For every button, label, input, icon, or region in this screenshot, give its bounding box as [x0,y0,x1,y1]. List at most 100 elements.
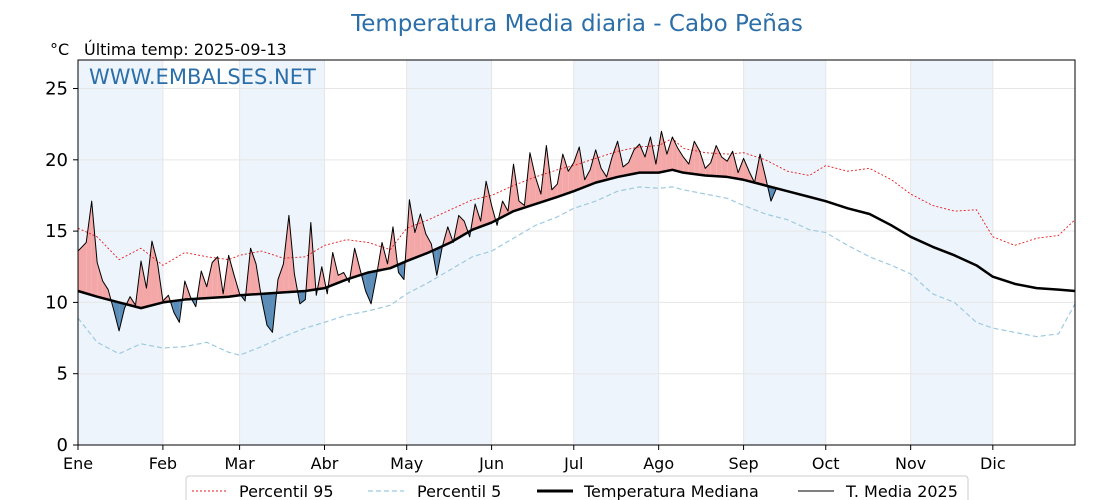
fill-above-median [201,271,207,299]
fill-above-median [102,281,109,300]
fill-above-median [414,214,421,258]
fill-below-median [173,300,180,323]
fill-above-median [140,261,147,309]
fill-above-median [628,149,635,175]
fill-above-median [97,262,103,299]
fill-above-median [639,144,645,173]
chart-title: Temperatura Media diaria - Cabo Peñas [350,11,803,37]
fill-above-median [502,201,509,217]
fill-above-median [78,242,87,294]
line-percentil-5 [77,186,1076,356]
unit-label: °C [50,40,69,59]
fill-above-median [743,158,750,182]
fill-above-median [91,201,98,297]
fill-above-median [727,151,733,178]
fill-above-median [475,204,481,229]
fill-above-median [535,176,541,205]
fill-above-median [151,241,158,306]
fill-above-median [86,201,92,296]
line-percentil-95 [77,137,1076,266]
x-tick-label: Oct [812,454,840,473]
fill-above-median [557,154,563,197]
fill-above-median [710,145,717,177]
fill-above-median [590,149,596,185]
fill-above-median [595,149,602,183]
fill-above-median [212,256,218,298]
x-tick-label: Jul [563,454,583,473]
legend-label-current: T. Media 2025 [845,482,958,500]
fill-above-median [666,137,673,171]
fill-above-median [683,156,689,174]
fill-above-median [283,215,289,293]
fill-above-median [568,162,574,194]
fill-above-median [721,156,728,177]
month-band [573,60,659,445]
y-tick-label: 20 [45,150,68,171]
month-shading [78,60,993,445]
y-tick-label: 10 [45,292,68,313]
fill-above-median [562,154,569,195]
fill-above-median [738,158,744,180]
fill-below-median [266,293,273,333]
fill-above-median [617,141,624,177]
fill-above-median [688,141,695,175]
fill-above-median [661,131,667,173]
watermark: WWW.EMBALSES.NET [89,65,316,89]
fill-above-median [716,145,722,177]
month-band [910,60,993,445]
fill-above-median [634,144,640,174]
fill-above-median [551,184,558,199]
y-tick-label: 25 [45,79,68,100]
fill-below-median [398,262,404,280]
x-tick-label: Jun [478,454,504,473]
fill-above-median [705,162,711,176]
fill-above-median [612,141,618,179]
fill-above-median [146,241,152,307]
fill-above-median [409,199,415,260]
x-tick-label: Feb [149,454,177,473]
legend-label-p95: Percentil 95 [239,482,334,500]
fill-above-median [332,252,339,285]
fill-above-median [529,152,536,206]
last-temp-label: Última temp: 2025-09-13 [84,40,287,59]
x-tick-label: Dic [980,454,1006,473]
x-tick-label: Nov [895,454,926,473]
fill-below-median [113,300,120,331]
fill-above-median [206,262,213,299]
x-tick-label: Sep [729,454,759,473]
legend: Percentil 95 Percentil 5 Temperatura Med… [185,475,969,500]
legend-label-p5: Percentil 5 [417,482,501,500]
y-axis: 0 5 10 15 20 25 [45,79,78,456]
plot-frame [77,59,1076,446]
series-lines [77,130,1076,356]
fill-above-median [277,263,284,293]
fill-above-median [250,248,257,295]
legend-box [185,475,969,500]
fill-above-median [573,146,580,192]
fill-below-median [299,291,306,304]
fill-above-median [601,168,607,182]
fill-above-median [677,148,684,173]
x-tick-label: May [390,454,423,473]
x-tick-label: Mar [225,454,256,473]
y-tick-label: 0 [57,435,68,456]
line-mediana [77,168,1076,310]
fill-above-median [458,215,465,238]
y-tick-label: 5 [57,364,68,385]
y-tick-label: 15 [45,221,68,242]
x-tick-label: Ago [643,454,674,473]
line-media-2025 [77,130,777,333]
fill-above-median [425,233,432,254]
month-band [743,60,826,445]
x-axis: Ene Feb Mar Abr May Jun Jul Ago Sep Oct Nov Dic [63,445,1006,473]
legend-label-median: Temperatura Mediana [583,482,759,500]
fill-above-median [699,151,706,176]
fill-above-median [584,169,591,187]
fill-below-median [365,271,372,304]
fill-above-median [486,181,492,225]
x-tick-label: Abr [311,454,339,473]
x-tick-label: Ene [63,454,93,473]
fill-above-median [420,214,426,256]
fill-above-median [228,255,235,297]
